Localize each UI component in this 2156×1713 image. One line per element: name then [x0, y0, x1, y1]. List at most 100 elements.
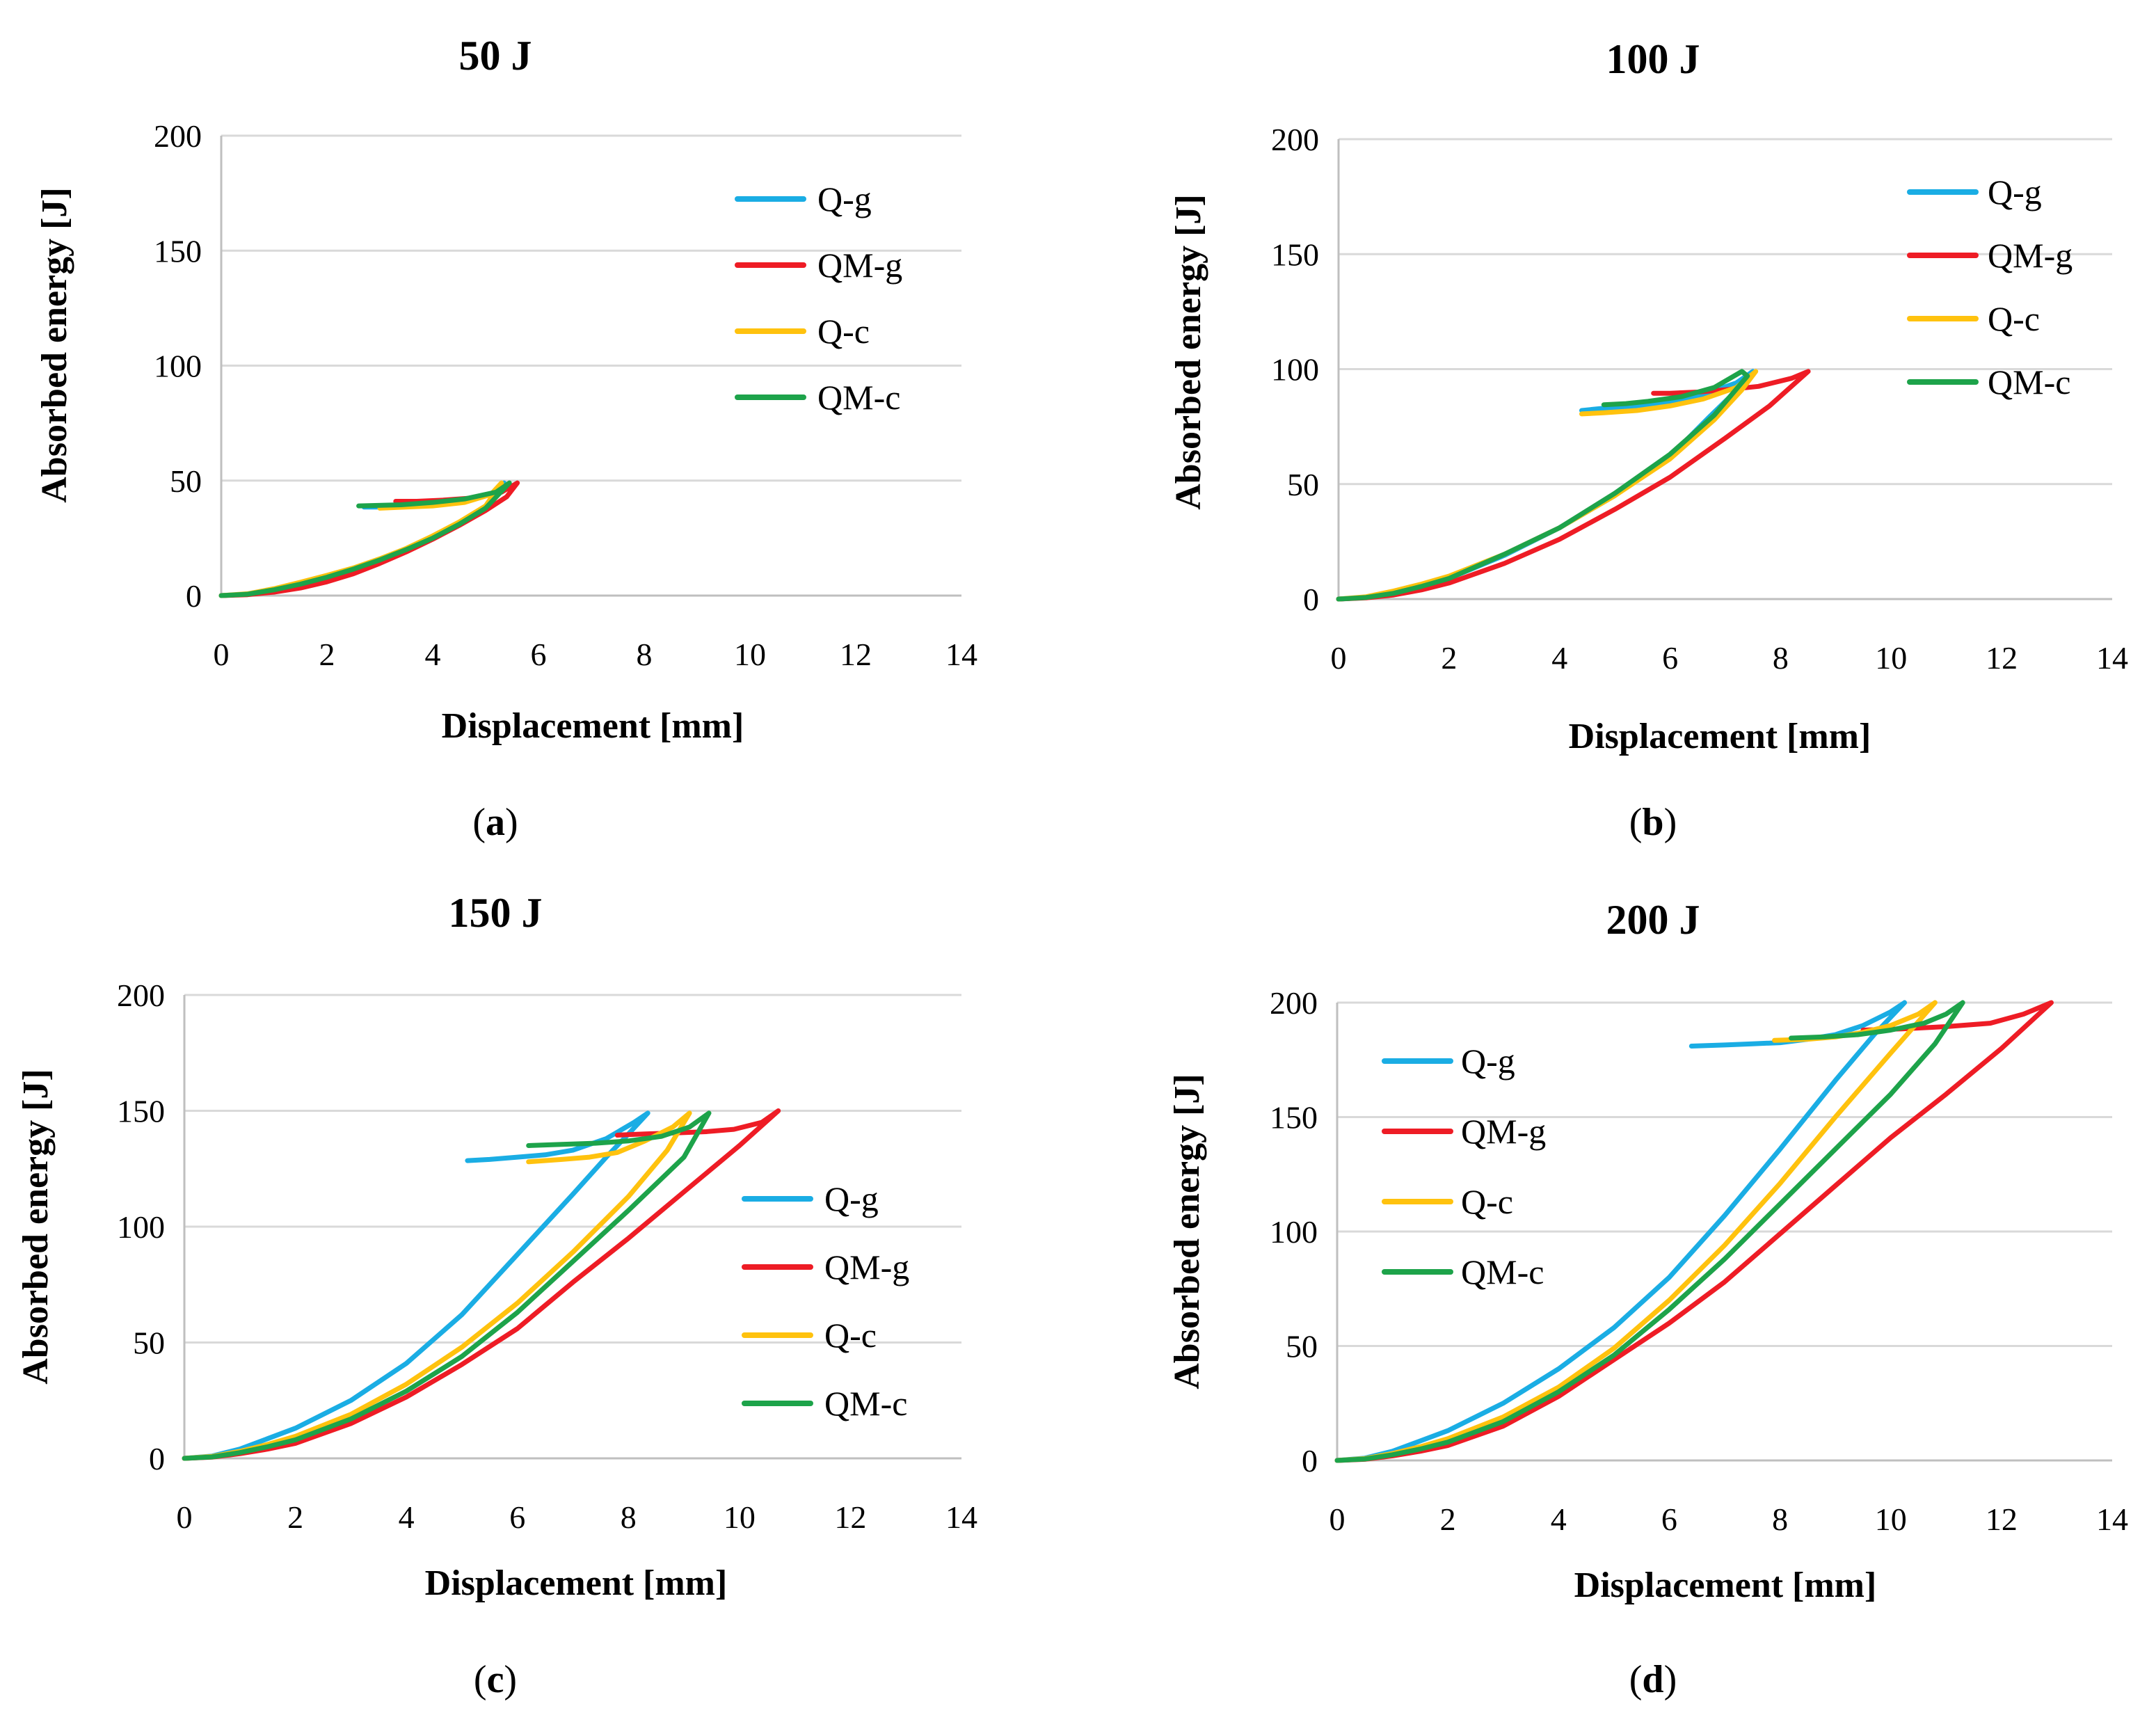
x-tick-label: 2: [287, 1499, 303, 1535]
y-tick-label: 0: [1302, 1443, 1318, 1479]
x-tick-label: 14: [2096, 1501, 2128, 1537]
caption-letter: a: [486, 801, 505, 844]
legend-label: QM-g: [817, 246, 902, 285]
legend-label: QM-c: [817, 378, 900, 417]
legend-label: QM-c: [1461, 1252, 1544, 1291]
chart-panel-b: 100 J 0 50 100 150 200 0 2 4 6 8 10 12 14 Displacement…: [1169, 36, 2128, 844]
series-line-q-c: [182, 1110, 692, 1461]
x-tick-label: 8: [1773, 640, 1789, 676]
x-tick-label: 0: [1331, 640, 1347, 676]
chart-title: 100 J: [1606, 36, 1700, 82]
legend-label: Q-g: [824, 1179, 879, 1218]
caption-open-paren: (: [474, 1658, 487, 1701]
y-tick-label: 200: [117, 978, 165, 1013]
panel-caption: (d): [1629, 1658, 1677, 1701]
y-axis-label: Absorbed energy [J]: [35, 187, 74, 503]
x-axis-label: Displacement [mm]: [1569, 717, 1871, 756]
x-tick-label: 2: [1440, 1501, 1456, 1537]
caption-open-paren: (: [1629, 1658, 1643, 1701]
caption-letter: d: [1642, 1658, 1663, 1701]
x-tick-label: 8: [621, 1499, 637, 1535]
legend-label: Q-c: [1461, 1182, 1513, 1221]
y-tick-label: 100: [117, 1209, 165, 1245]
y-tick-label: 150: [117, 1094, 165, 1129]
legend-label: Q-c: [1988, 299, 2040, 338]
x-axis-label: Displacement [mm]: [425, 1563, 728, 1603]
legend-label: Q-c: [824, 1316, 877, 1355]
caption-open-paren: (: [472, 801, 486, 844]
legend-label: Q-g: [817, 180, 872, 218]
x-tick-label: 6: [509, 1499, 525, 1535]
x-tick-label: 4: [425, 637, 441, 672]
x-tick-label: 8: [1772, 1501, 1788, 1537]
x-tick-label: 4: [1551, 1501, 1567, 1537]
x-tick-label: 12: [1986, 640, 2018, 676]
caption-close-paren: ): [1664, 801, 1677, 844]
series-line-qm-c: [1336, 369, 1750, 602]
chart-title: 150 J: [449, 890, 543, 936]
x-tick-label: 14: [2096, 640, 2128, 676]
series-line-qm-c: [1334, 1000, 1965, 1463]
y-tick-label: 0: [149, 1441, 165, 1476]
panel-caption: (b): [1629, 801, 1677, 844]
series-line-qm-c: [182, 1110, 712, 1461]
x-tick-label: 8: [637, 637, 653, 672]
legend-label: QM-c: [1988, 362, 2070, 401]
y-tick-label: 100: [1270, 1214, 1318, 1250]
x-tick-label: 2: [319, 637, 335, 672]
x-tick-label: 4: [399, 1499, 415, 1535]
legend-label: Q-g: [1461, 1042, 1515, 1081]
caption-letter: b: [1642, 801, 1663, 844]
y-tick-label: 200: [154, 118, 202, 154]
x-tick-label: 6: [531, 637, 547, 672]
legend-label: Q-g: [1988, 173, 2042, 212]
y-tick-label: 0: [186, 578, 202, 614]
y-axis-label: Absorbed energy [J]: [1167, 1074, 1207, 1389]
legend-label: QM-g: [824, 1248, 909, 1286]
x-tick-label: 10: [1875, 1501, 1907, 1537]
caption-close-paren: ): [1664, 1658, 1677, 1701]
panel-caption: (a): [472, 801, 518, 844]
caption-close-paren: ): [504, 1658, 517, 1701]
y-axis-label: Absorbed energy [J]: [16, 1069, 56, 1385]
y-tick-label: 50: [1286, 1329, 1318, 1364]
y-tick-label: 50: [1287, 467, 1319, 502]
x-axis-label: Displacement [mm]: [442, 706, 744, 746]
caption-open-paren: (: [1629, 801, 1643, 844]
panel-caption: (c): [474, 1658, 517, 1701]
chart-panel-c: 150 J 0 50 100 150 200 0 2 4 6 8 10 12 14 Displacement…: [16, 890, 977, 1701]
x-tick-label: 10: [724, 1499, 756, 1535]
legend-label: QM-c: [824, 1384, 907, 1423]
chart-panel-a: 50 J 0 50 100 150 200 0 2 4 6 8 10 12 14 Displacement …: [35, 33, 977, 844]
legend-label: QM-g: [1461, 1112, 1546, 1151]
chart-title: 200 J: [1606, 897, 1700, 943]
caption-letter: c: [487, 1658, 504, 1701]
series-line-qm-g: [182, 1108, 781, 1461]
y-tick-label: 150: [154, 233, 202, 269]
series-line-q-g: [182, 1110, 650, 1461]
x-tick-label: 0: [1329, 1501, 1345, 1537]
y-tick-label: 150: [1270, 1100, 1318, 1136]
chart-panel-d: 200 J 0 50 100 150 200 0 2 4 6 8 10 12 14 Displacement…: [1167, 897, 2128, 1701]
x-tick-label: 0: [177, 1499, 193, 1535]
series-line-qm-c: [218, 480, 512, 598]
y-tick-label: 0: [1303, 582, 1319, 617]
y-tick-label: 100: [1271, 352, 1319, 388]
x-axis-label: Displacement [mm]: [1574, 1565, 1877, 1605]
y-tick-label: 150: [1271, 237, 1319, 272]
y-tick-label: 50: [133, 1325, 165, 1361]
x-tick-label: 12: [834, 1499, 866, 1535]
series-line-q-g: [1336, 369, 1756, 602]
x-tick-label: 6: [1662, 640, 1678, 676]
chart-title: 50 J: [459, 33, 532, 79]
y-axis-label: Absorbed energy [J]: [1169, 194, 1208, 510]
y-tick-label: 50: [170, 463, 202, 499]
x-tick-label: 14: [945, 637, 977, 672]
x-tick-label: 14: [945, 1499, 977, 1535]
x-tick-label: 6: [1661, 1501, 1677, 1537]
legend-label: QM-g: [1988, 236, 2073, 275]
x-tick-label: 0: [214, 637, 230, 672]
series-line-qm-g: [1336, 369, 1811, 602]
x-tick-label: 12: [840, 637, 872, 672]
